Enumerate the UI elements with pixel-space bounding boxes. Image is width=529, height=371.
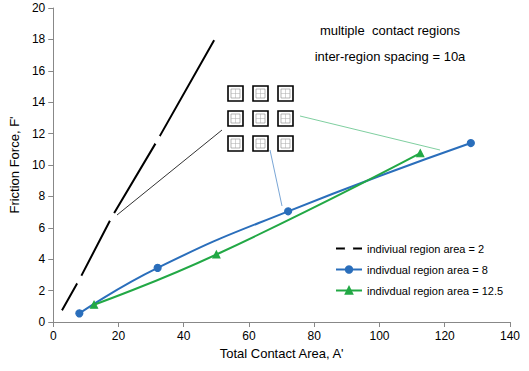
svg-text:multiple contact regions: multiple contact regions <box>320 23 461 38</box>
svg-text:6: 6 <box>39 221 46 235</box>
svg-text:indivdual region area = 8: indivdual region area = 8 <box>367 264 488 276</box>
svg-text:0: 0 <box>50 329 57 343</box>
svg-text:140: 140 <box>500 329 520 343</box>
svg-text:14: 14 <box>32 95 46 109</box>
svg-text:20: 20 <box>32 1 46 15</box>
svg-text:inter-region spacing = 10a: inter-region spacing = 10a <box>315 49 466 64</box>
svg-text:8: 8 <box>39 189 46 203</box>
svg-text:0: 0 <box>39 315 46 329</box>
svg-text:12: 12 <box>32 127 46 141</box>
svg-text:18: 18 <box>32 32 46 46</box>
svg-text:40: 40 <box>177 329 191 343</box>
svg-text:120: 120 <box>435 329 455 343</box>
svg-text:2: 2 <box>39 284 46 298</box>
svg-text:indiviual region area = 2: indiviual region area = 2 <box>367 243 484 255</box>
svg-text:Friction Force, F': Friction Force, F' <box>7 116 22 213</box>
svg-text:Total Contact Area, A': Total Contact Area, A' <box>220 346 344 361</box>
svg-text:4: 4 <box>39 252 46 266</box>
svg-text:indivdual region area = 12.5: indivdual region area = 12.5 <box>367 285 503 297</box>
svg-text:10: 10 <box>32 158 46 172</box>
svg-text:16: 16 <box>32 64 46 78</box>
svg-text:100: 100 <box>369 329 389 343</box>
svg-text:20: 20 <box>112 329 126 343</box>
svg-text:80: 80 <box>308 329 322 343</box>
svg-text:60: 60 <box>242 329 256 343</box>
